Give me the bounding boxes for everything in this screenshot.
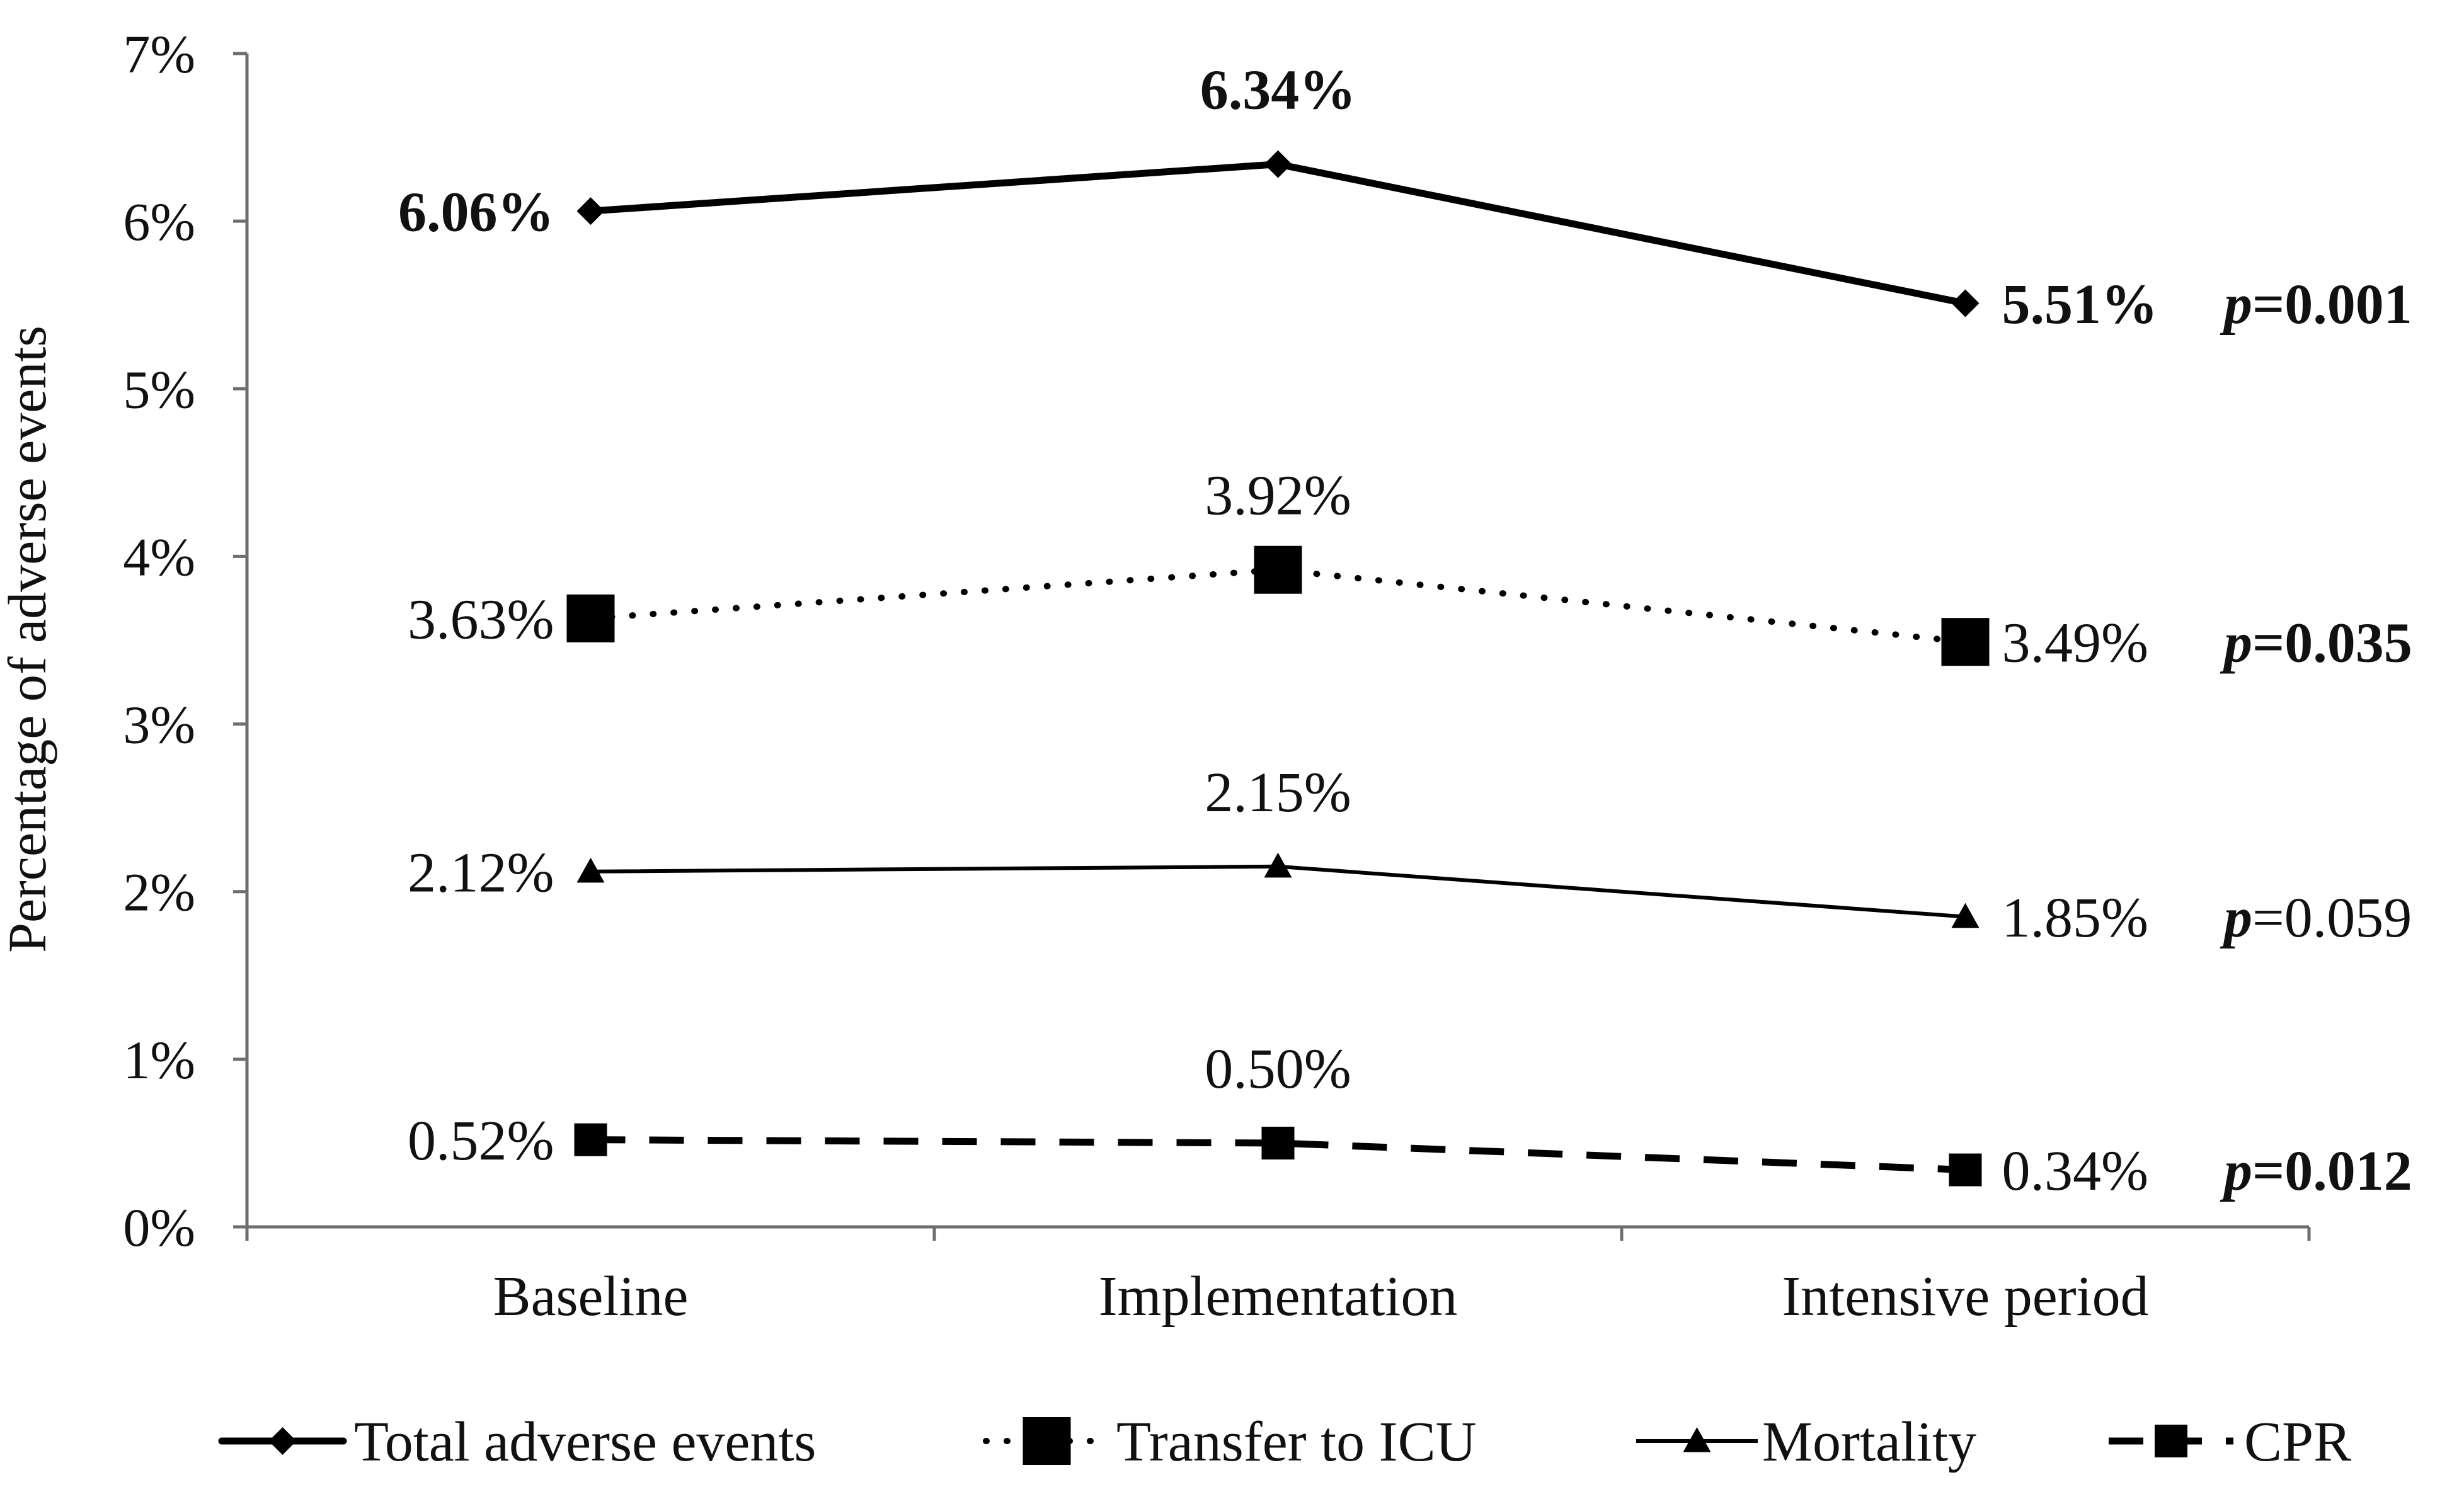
y-tick-label: 5% bbox=[123, 359, 195, 419]
y-axis-label: Percentage of adverse events bbox=[0, 326, 57, 953]
y-tick-label: 0% bbox=[123, 1197, 195, 1258]
series-group bbox=[566, 150, 1990, 1187]
p-value-label: p=0.012 bbox=[2220, 1140, 2412, 1202]
series-line-0 bbox=[587, 161, 1969, 307]
p-value-number: =0.001 bbox=[2252, 273, 2412, 336]
data-label: 0.50% bbox=[1205, 1038, 1351, 1100]
series-0-marker bbox=[1264, 150, 1292, 178]
p-value-symbol: p bbox=[2220, 273, 2252, 336]
legend-marker-2 bbox=[1683, 1427, 1711, 1452]
legend-label: CPR bbox=[2244, 1411, 2351, 1473]
series-2-marker bbox=[1264, 852, 1292, 878]
legend-marker-0 bbox=[268, 1427, 297, 1455]
data-label: 5.51% bbox=[2002, 273, 2158, 336]
legend-marker-3 bbox=[2155, 1425, 2187, 1457]
x-tick-label: Baseline bbox=[493, 1265, 689, 1328]
series-1-marker bbox=[1941, 618, 1990, 666]
series-0-marker bbox=[576, 197, 605, 225]
p-value-label: p=0.059 bbox=[2220, 887, 2412, 949]
legend: Total adverse events Transfer to ICU Morta… bbox=[218, 1411, 2351, 1473]
series-1-marker bbox=[1254, 545, 1302, 594]
data-label: 1.85% bbox=[2002, 887, 2148, 949]
data-label: 6.34% bbox=[1200, 59, 1356, 122]
p-value-number: =0.012 bbox=[2252, 1140, 2412, 1202]
data-label: 3.49% bbox=[2002, 612, 2148, 675]
y-axis-ticks: 0% 1% 2% 3% 4% 5% 6% 7% bbox=[123, 24, 247, 1258]
y-tick-label: 6% bbox=[123, 191, 195, 252]
x-tick-label: Intensive period bbox=[1782, 1265, 2148, 1328]
p-value-number: =0.035 bbox=[2252, 612, 2412, 675]
x-axis-ticks: Baseline Implementation Intensive period bbox=[245, 1227, 2311, 1328]
series-2-marker bbox=[1951, 903, 1980, 928]
series-2-marker bbox=[576, 857, 605, 883]
series-line-3 bbox=[590, 1136, 1966, 1174]
p-value-symbol: p bbox=[2220, 1140, 2252, 1202]
series-3-marker bbox=[1949, 1153, 1982, 1187]
data-label: 0.34% bbox=[2002, 1140, 2148, 1202]
series-1-marker bbox=[566, 594, 615, 642]
series-0-marker bbox=[1951, 289, 1980, 317]
p-value-symbol: p bbox=[2220, 887, 2252, 949]
data-label: 0.52% bbox=[408, 1110, 554, 1172]
data-label: 2.12% bbox=[408, 841, 554, 904]
y-tick-label: 1% bbox=[123, 1030, 195, 1090]
data-label: 3.63% bbox=[408, 588, 554, 651]
y-tick-label: 4% bbox=[123, 527, 195, 587]
p-value-symbol: p bbox=[2220, 612, 2252, 675]
y-tick-label: 3% bbox=[123, 695, 195, 755]
x-tick-label: Implementation bbox=[1099, 1265, 1458, 1328]
p-value-label: p=0.001 bbox=[2220, 273, 2412, 336]
legend-label: Transfer to ICU bbox=[1116, 1411, 1477, 1473]
p-value-label: p=0.035 bbox=[2220, 612, 2412, 675]
series-3-marker bbox=[1261, 1126, 1295, 1159]
legend-label: Total adverse events bbox=[354, 1411, 816, 1473]
axes bbox=[245, 54, 2309, 1229]
legend-label: Mortality bbox=[1762, 1411, 1976, 1473]
y-tick-label: 2% bbox=[123, 862, 195, 923]
data-label: 3.92% bbox=[1205, 465, 1351, 527]
legend-marker-1 bbox=[1023, 1417, 1071, 1465]
p-value-number: =0.059 bbox=[2252, 887, 2412, 949]
series-3-marker bbox=[574, 1123, 607, 1156]
y-tick-label: 7% bbox=[123, 24, 195, 84]
data-label: 2.15% bbox=[1205, 761, 1351, 824]
data-label: 6.06% bbox=[398, 181, 554, 244]
